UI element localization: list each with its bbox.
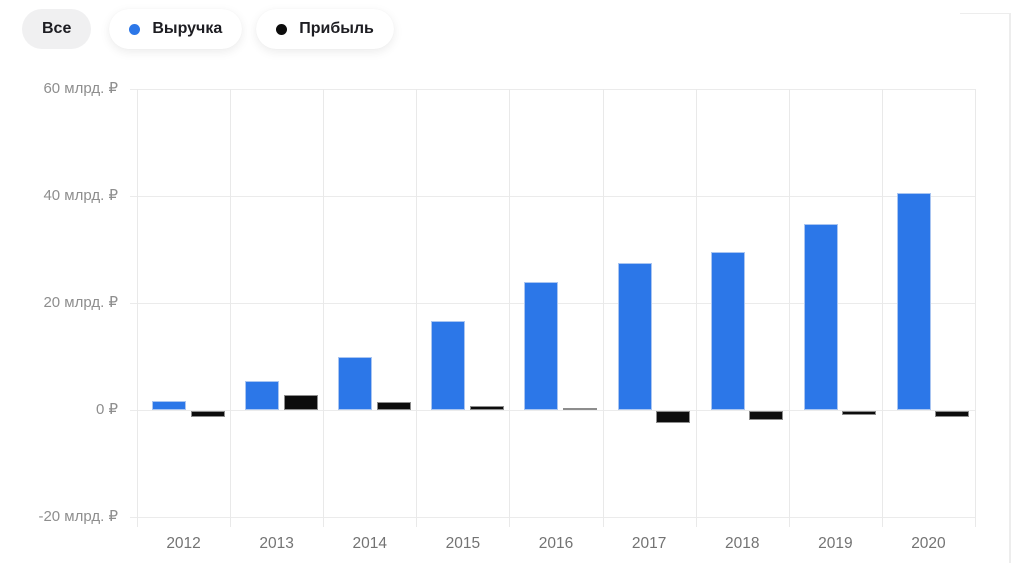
gridline-horizontal <box>130 409 975 411</box>
gridline-horizontal <box>130 89 975 90</box>
gridline-horizontal <box>130 516 975 518</box>
revenue-bar-2012[interactable] <box>152 400 186 410</box>
card-edge-top-line <box>960 13 1010 14</box>
gridline-vertical <box>230 89 232 527</box>
x-axis-tick-label: 2014 <box>352 535 388 552</box>
gridline-vertical <box>602 89 604 527</box>
gridline-vertical <box>509 89 511 527</box>
profit-bar-2020[interactable] <box>935 410 970 418</box>
gridline-vertical <box>975 89 976 527</box>
legend-profit-button[interactable]: Прибыль <box>256 9 394 49</box>
x-axis-tick-label: 2020 <box>911 535 946 552</box>
legend-revenue-label: Выручка <box>152 20 223 37</box>
y-axis-tick-label: 0 ₽ <box>95 400 118 418</box>
revenue-bar-2013[interactable] <box>245 381 280 410</box>
filter-all-label: Все <box>42 20 72 37</box>
x-axis-tick-label: 2017 <box>631 535 667 552</box>
profit-bar-2017[interactable] <box>656 410 691 423</box>
filter-all-button[interactable]: Все <box>22 9 92 49</box>
gridline-vertical <box>323 89 325 527</box>
profit-bar-2018[interactable] <box>749 410 784 420</box>
revenue-bar-2020[interactable] <box>896 193 931 410</box>
gridline-vertical <box>137 89 138 527</box>
profit-bar-2016[interactable] <box>562 407 597 410</box>
profit-bar-2014[interactable] <box>376 402 411 410</box>
legend-toolbar: Все Выручка Прибыль <box>22 9 408 49</box>
y-axis-tick-label: 20 млрд. ₽ <box>43 293 118 311</box>
x-axis-tick-label: 2012 <box>166 535 201 552</box>
y-axis-tick-label: 60 млрд. ₽ <box>43 80 118 97</box>
gridline-vertical <box>695 89 697 527</box>
gridline-horizontal <box>130 195 975 197</box>
profit-dot-icon <box>276 23 288 35</box>
x-axis-tick-label: 2019 <box>818 535 853 552</box>
revenue-bar-2014[interactable] <box>338 357 373 410</box>
revenue-bar-2015[interactable] <box>431 321 466 410</box>
gridline-vertical <box>788 89 790 527</box>
y-axis-tick-label: -20 млрд. ₽ <box>38 507 118 525</box>
x-axis-tick-label: 2016 <box>538 535 574 552</box>
legend-revenue-button[interactable]: Выручка <box>109 9 243 49</box>
revenue-bar-2019[interactable] <box>803 223 838 410</box>
profit-bar-2012[interactable] <box>190 410 225 418</box>
gridline-vertical <box>881 89 883 527</box>
card-edge-right-line <box>1009 13 1011 563</box>
revenue-bar-2018[interactable] <box>710 252 745 410</box>
revenue-dot-icon <box>129 23 141 35</box>
x-axis-tick-label: 2015 <box>445 535 481 552</box>
x-axis-tick-label: 2018 <box>724 535 760 552</box>
revenue-bar-2017[interactable] <box>617 263 652 410</box>
legend-profit-label: Прибыль <box>299 20 374 37</box>
profit-bar-2013[interactable] <box>283 395 318 410</box>
x-axis-tick-label: 2013 <box>259 535 294 552</box>
profit-bar-2015[interactable] <box>469 405 504 410</box>
revenue-bar-2016[interactable] <box>524 282 559 410</box>
profit-bar-2019[interactable] <box>842 410 877 416</box>
gridline-vertical <box>416 89 418 527</box>
y-axis-tick-label: 40 млрд. ₽ <box>43 186 118 204</box>
